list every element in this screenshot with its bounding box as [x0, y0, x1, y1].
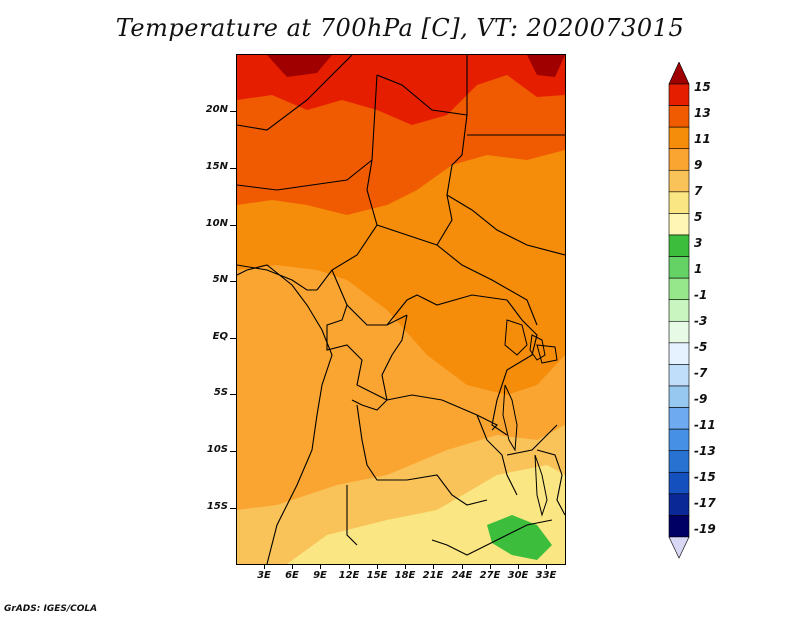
- colorbar-cap-top: [668, 62, 690, 85]
- lon-label: 24E: [451, 570, 473, 581]
- lon-tick: [546, 564, 547, 569]
- lat-label: EQ: [212, 331, 228, 342]
- lat-label: 15N: [205, 161, 228, 172]
- colorbar-segment: [668, 342, 690, 365]
- map-area: [236, 54, 566, 565]
- lat-tick: [230, 281, 236, 282]
- lon-label: 15E: [366, 570, 388, 581]
- colorbar-cap-bottom: [668, 536, 690, 559]
- colorbar-segment: [668, 277, 690, 301]
- lat-label: 5N: [212, 274, 228, 285]
- colorbar-label: -5: [694, 340, 708, 354]
- lon-tick: [292, 564, 293, 569]
- lon-label: 3E: [257, 570, 271, 581]
- colorbar-label: -7: [694, 366, 708, 380]
- colorbar-label: 1: [694, 262, 703, 276]
- lon-tick: [490, 564, 491, 569]
- colorbar-label: 15: [694, 80, 711, 94]
- colorbar-label: 9: [694, 158, 703, 172]
- lake-outlines: [502, 319, 558, 517]
- colorbar-segment: [668, 213, 690, 236]
- lon-label: 18E: [394, 570, 416, 581]
- colorbar-label: 7: [694, 184, 703, 198]
- field-13-15: [237, 55, 565, 125]
- lon-label: 9E: [313, 570, 327, 581]
- lon-label: 27E: [479, 570, 501, 581]
- colorbar-segment: [668, 191, 690, 214]
- colorbar-label: -3: [694, 314, 708, 328]
- lat-label: 10S: [206, 444, 228, 455]
- colorbar-segment: [668, 148, 690, 171]
- colorbar-segment: [668, 450, 690, 473]
- lat-label: 20N: [205, 104, 228, 115]
- colorbar-label: -11: [694, 418, 716, 432]
- colorbar-label: -13: [694, 444, 716, 458]
- colorbar-segment: [668, 256, 690, 279]
- colorbar-label: -19: [694, 522, 716, 536]
- lat-label: 5S: [213, 387, 228, 398]
- colorbar-segment: [668, 407, 690, 430]
- colorbar-segment: [668, 364, 690, 387]
- lon-label: 21E: [422, 570, 444, 581]
- colorbar-segment: [668, 234, 690, 257]
- lat-tick: [230, 225, 236, 226]
- colorbar-segment: [668, 299, 690, 322]
- temperature-field: [237, 55, 565, 564]
- lon-tick: [264, 564, 265, 569]
- lon-tick: [462, 564, 463, 569]
- colorbar-segment: [668, 320, 690, 344]
- lat-tick: [230, 168, 236, 169]
- field-15-plus: [267, 55, 565, 77]
- lat-tick: [230, 394, 236, 395]
- lat-tick: [230, 111, 236, 112]
- colorbar-segment: [668, 385, 690, 408]
- lon-tick: [433, 564, 434, 569]
- lat-tick: [230, 338, 236, 339]
- colorbar-label: 5: [694, 210, 703, 224]
- colorbar-segment: [668, 169, 690, 193]
- credit-text: GrADS: IGES/COLA: [4, 604, 98, 614]
- colorbar-segment: [668, 126, 690, 150]
- lat-tick: [230, 451, 236, 452]
- lat-tick: [230, 508, 236, 509]
- colorbar-label: 13: [694, 106, 711, 120]
- colorbar-segment: [668, 493, 690, 516]
- colorbar-segment: [668, 428, 690, 452]
- lon-label: 30E: [507, 570, 529, 581]
- lat-label: 10N: [205, 218, 228, 229]
- map-title: Temperature at 700hPa [C], VT: 202007301…: [115, 14, 685, 42]
- lon-tick: [518, 564, 519, 569]
- colorbar-segment: [668, 515, 690, 538]
- colorbar-label: -17: [694, 496, 716, 510]
- lon-label: 33E: [535, 570, 557, 581]
- lon-tick: [320, 564, 321, 569]
- colorbar-label: -9: [694, 392, 708, 406]
- lon-label: 12E: [338, 570, 360, 581]
- colorbar-label: -1: [694, 288, 708, 302]
- colorbar-label: 11: [694, 132, 711, 146]
- lon-tick: [377, 564, 378, 569]
- lon-label: 6E: [285, 570, 299, 581]
- colorbar-segment: [668, 471, 690, 495]
- colorbar-segment: [668, 83, 690, 106]
- lat-label: 15S: [206, 501, 228, 512]
- colorbar-label: -15: [694, 470, 716, 484]
- country-borders: [237, 55, 565, 564]
- lon-tick: [349, 564, 350, 569]
- field-1-3: [487, 515, 552, 560]
- colorbar-segments: [668, 83, 690, 538]
- colorbar: [668, 62, 690, 559]
- colorbar-segment: [668, 105, 690, 128]
- lon-tick: [405, 564, 406, 569]
- colorbar-label: 3: [694, 236, 703, 250]
